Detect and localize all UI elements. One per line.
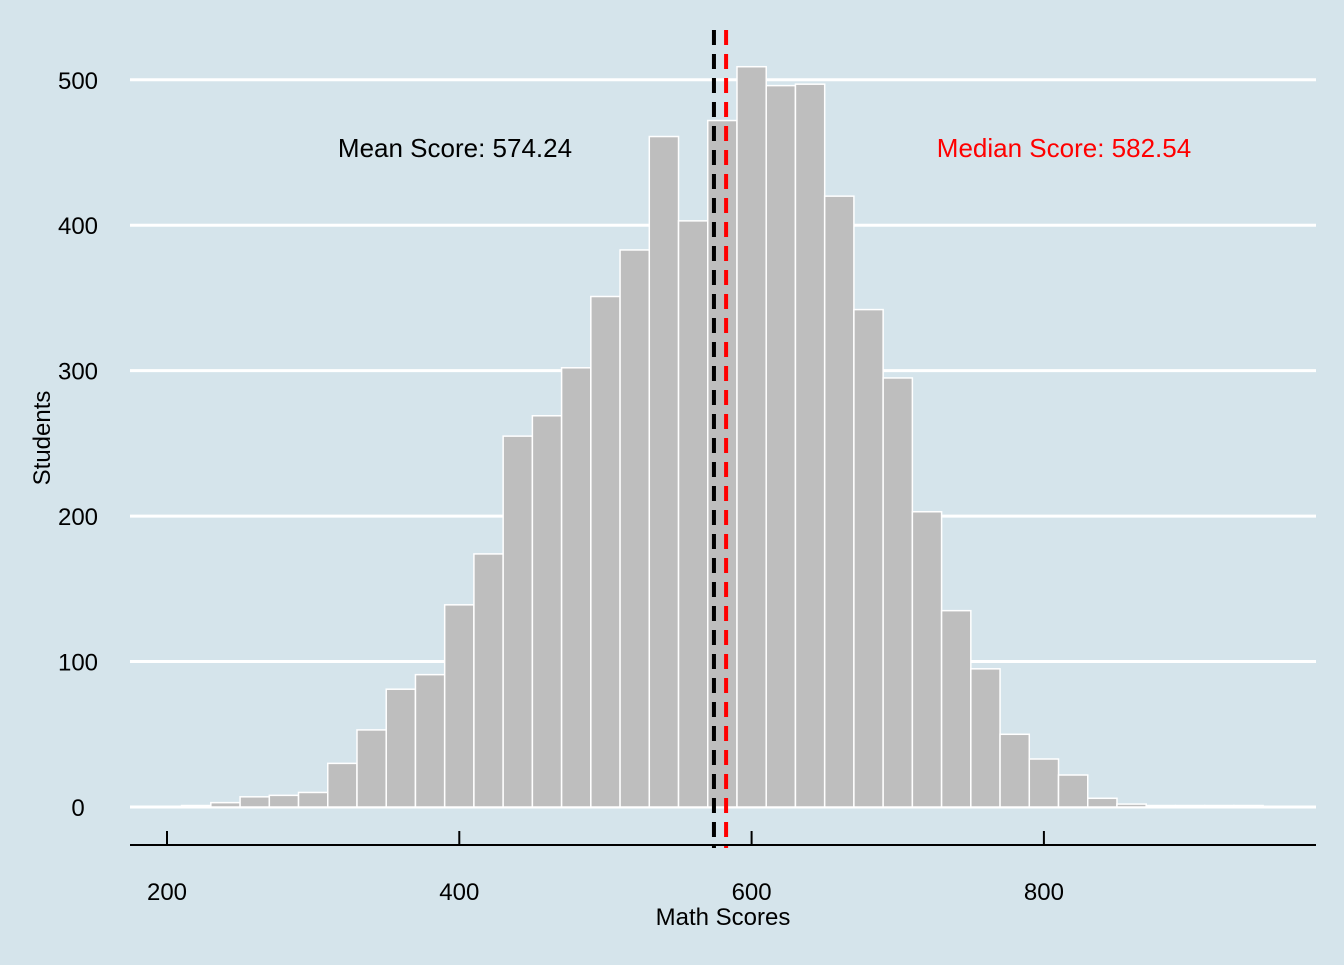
histogram-bar [970, 668, 1001, 808]
histogram-bar [414, 673, 446, 808]
histogram-bar [736, 65, 767, 808]
histogram-bar [853, 308, 884, 808]
histogram-bar [531, 415, 563, 808]
histogram-bar [560, 367, 592, 808]
histogram-bar [648, 135, 680, 808]
reference-lines [711, 30, 729, 848]
x-axis-title: Math Scores [656, 904, 791, 931]
histogram-bar [1203, 804, 1235, 808]
histogram-bar [794, 83, 826, 808]
x-tick-label: 400 [439, 879, 479, 906]
x-tick-label: 200 [147, 879, 187, 906]
histogram-bar [268, 794, 300, 808]
median-annotation: Median Score: 582.54 [937, 133, 1191, 163]
histogram-bars [180, 65, 1264, 808]
histogram-bar [443, 604, 475, 808]
histogram-bar [327, 762, 358, 808]
y-tick-label: 300 [58, 359, 98, 386]
x-tick-label: 800 [1024, 879, 1064, 906]
y-tick-label: 100 [58, 650, 98, 677]
histogram-bar [210, 801, 241, 808]
histogram-bar [1028, 758, 1060, 808]
histogram-bar [1233, 804, 1264, 808]
histogram-bar [473, 553, 504, 808]
histogram-bar [356, 729, 387, 808]
histogram-bar [882, 377, 914, 808]
histogram-bar [911, 511, 943, 808]
histogram-bar [619, 249, 651, 808]
y-axis-title: Students [29, 391, 56, 486]
histogram-bar [1086, 797, 1118, 808]
y-tick-label: 0 [71, 795, 84, 822]
histogram-bar [590, 295, 621, 808]
histogram-bar [1174, 804, 1206, 808]
axes: 0 100 200 300 400 500 200 400 600 800 [58, 68, 1316, 906]
mean-annotation: Mean Score: 574.24 [338, 133, 572, 163]
y-tick-label: 400 [58, 213, 98, 240]
histogram-bar [239, 796, 271, 808]
x-tick-label: 600 [732, 879, 772, 906]
y-tick-label: 500 [58, 68, 98, 95]
histogram-bar [180, 804, 212, 808]
histogram-bar [823, 195, 855, 808]
histogram-bar [940, 609, 972, 808]
histogram-bar [297, 791, 329, 808]
histogram-bar [677, 220, 709, 808]
histogram-bar [502, 435, 534, 808]
histogram-bar [385, 688, 417, 808]
histogram-bar [1057, 774, 1089, 808]
histogram-bar [765, 84, 797, 808]
histogram-bar [1116, 803, 1147, 808]
y-tick-label: 200 [58, 504, 98, 531]
histogram-bar [999, 733, 1031, 808]
histogram-bar [1145, 804, 1177, 808]
